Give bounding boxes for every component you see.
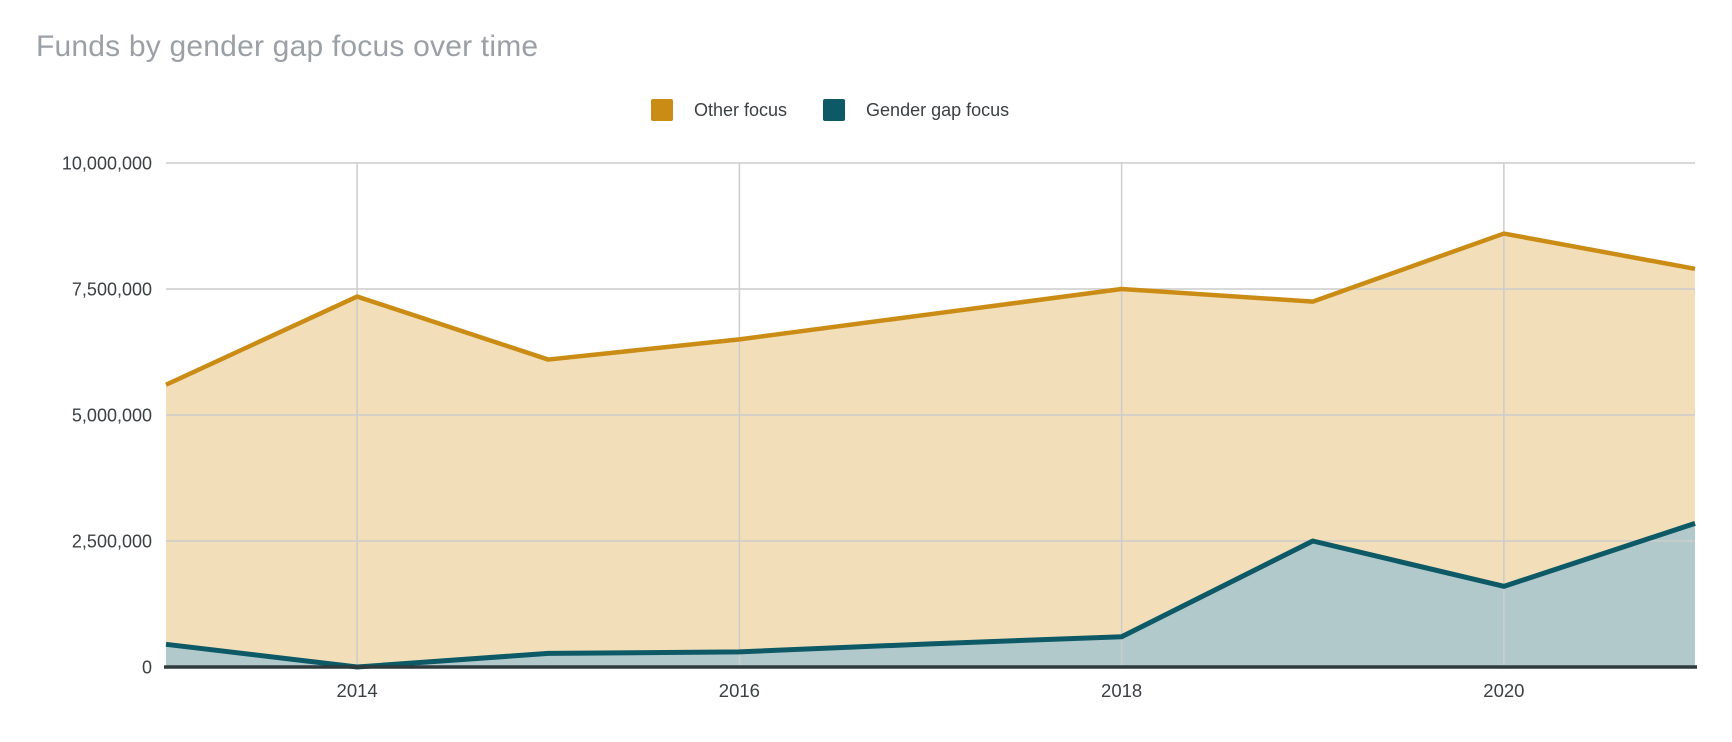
- other-focus-line: [165, 231, 1696, 387]
- gender-gap-focus-area: [166, 523, 1695, 667]
- legend-label-other-focus: Other focus: [694, 99, 788, 120]
- other-focus-area: [166, 233, 1695, 667]
- legend: Other focus Gender gap focus: [651, 99, 1009, 121]
- gender-gap-focus-line: [165, 520, 1696, 670]
- x-axis-label-2014: 2014: [337, 680, 378, 701]
- y-axis-label-0: 0: [142, 658, 152, 678]
- x-axis-label-2016: 2016: [719, 680, 760, 701]
- legend-label-gender-gap-focus: Gender gap focus: [866, 99, 1010, 120]
- legend-item-other-focus[interactable]: Other focus: [651, 99, 787, 121]
- legend-item-gender-gap-focus[interactable]: Gender gap focus: [823, 99, 1009, 121]
- y-axis-label-7500000: 7,500,000: [72, 280, 152, 300]
- chart-title: Funds by gender gap focus over time: [36, 30, 539, 63]
- x-axis-label-2020: 2020: [1483, 680, 1524, 701]
- y-axis-label-10000000: 10,000,000: [62, 154, 152, 174]
- y-axis-label-2500000: 2,500,000: [72, 532, 152, 552]
- y-axis-label-5000000: 5,000,000: [72, 406, 152, 426]
- legend-swatch-other-focus: [651, 99, 673, 121]
- x-axis-label-2018: 2018: [1101, 680, 1142, 701]
- legend-swatch-gender-gap-focus: [823, 99, 846, 121]
